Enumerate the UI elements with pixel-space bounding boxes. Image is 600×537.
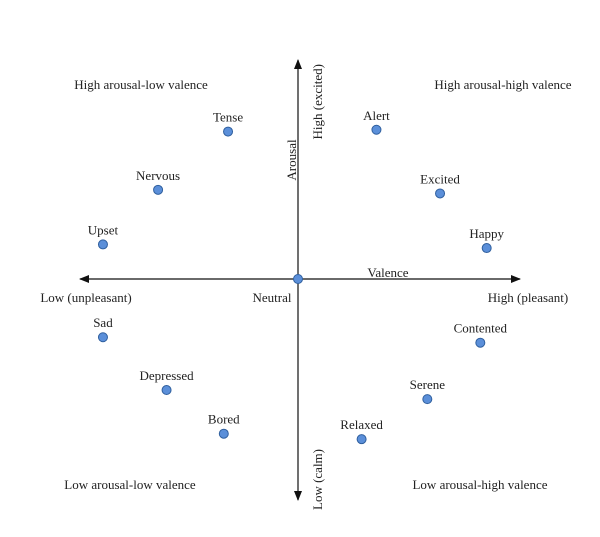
point-label-nervous: Nervous — [136, 168, 180, 183]
point-label-bored: Bored — [208, 412, 240, 427]
point-label-serene: Serene — [410, 377, 446, 392]
point-happy — [481, 243, 492, 254]
x-axis-name-label: Valence — [367, 265, 408, 280]
quadrant-bottom-left-label: Low arousal-low valence — [64, 477, 196, 492]
quadrant-top-left-label: High arousal-low valence — [74, 77, 208, 92]
point-serene — [422, 394, 433, 405]
point-tense — [223, 126, 234, 137]
point-nervous — [153, 184, 164, 195]
x-axis-right-label: High (pleasant) — [488, 290, 569, 305]
point-label-depressed: Depressed — [139, 368, 194, 383]
y-axis-bottom-label: Low (calm) — [310, 449, 325, 510]
point-relaxed — [356, 434, 367, 445]
point-upset — [97, 239, 108, 250]
point-label-tense: Tense — [213, 110, 243, 125]
origin-neutral-label: Neutral — [253, 290, 292, 305]
point-contented — [475, 337, 486, 348]
quadrant-bottom-right-label: Low arousal-high valence — [412, 477, 547, 492]
point-alert — [371, 124, 382, 135]
y-axis-top-label: High (excited) — [310, 64, 325, 139]
point-excited — [435, 188, 446, 199]
point-bored — [218, 428, 229, 439]
point-neutral — [293, 274, 303, 284]
x-axis-left-label: Low (unpleasant) — [40, 290, 131, 305]
point-label-contented: Contented — [454, 321, 508, 336]
point-label-excited: Excited — [420, 171, 460, 186]
quadrant-top-right-label: High arousal-high valence — [434, 77, 571, 92]
point-label-upset: Upset — [88, 222, 119, 237]
emotion-points: Tense Alert Nervous Excited Upset Happy Sad Con… — [88, 108, 508, 445]
y-axis-name-label: Arousal — [284, 139, 299, 181]
point-label-relaxed: Relaxed — [340, 417, 383, 432]
point-label-happy: Happy — [469, 226, 504, 241]
point-depressed — [161, 385, 172, 396]
point-label-sad: Sad — [93, 315, 113, 330]
point-sad — [97, 332, 108, 343]
point-label-alert: Alert — [363, 108, 390, 123]
